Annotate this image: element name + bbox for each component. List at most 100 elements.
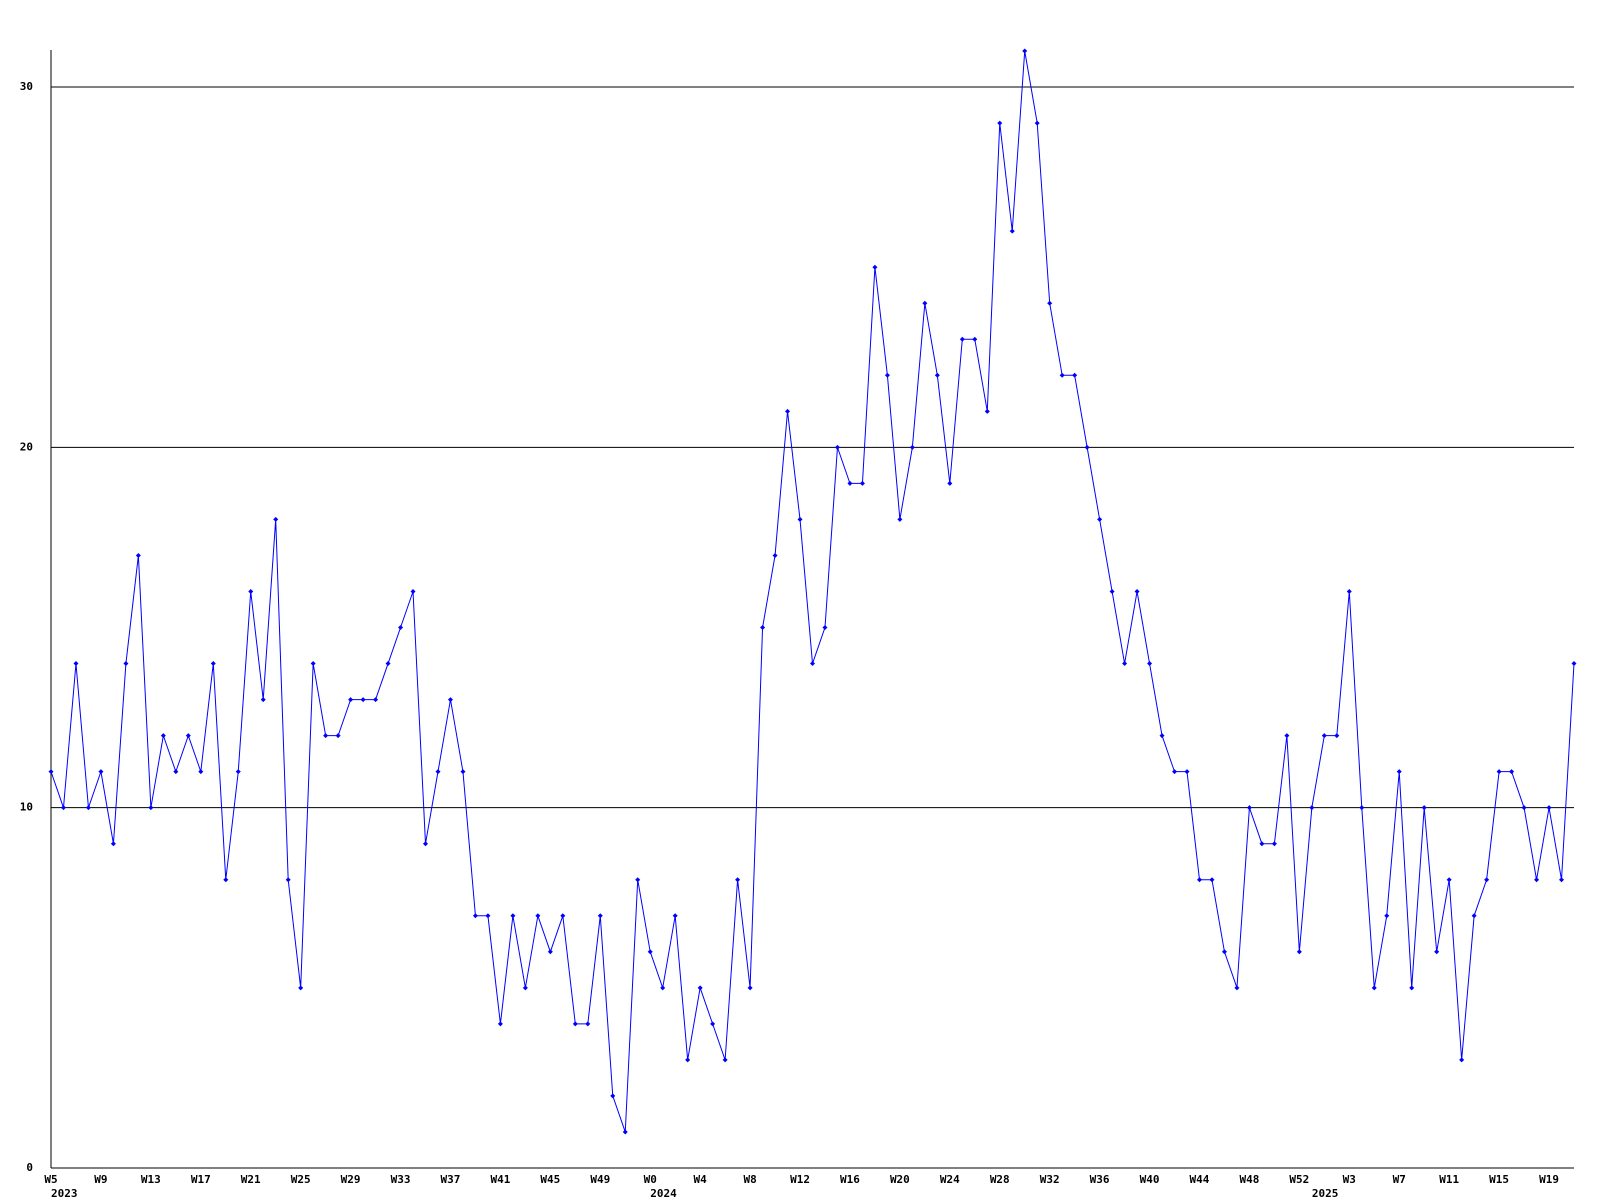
point-marker [110,841,116,847]
x-year-label: 2023 [51,1187,78,1200]
point-marker [285,877,291,883]
point-marker [772,552,778,558]
point-marker [1446,877,1452,883]
point-marker [535,913,541,919]
point-marker [1009,228,1015,234]
x-tick-label: W28 [990,1173,1010,1186]
point-marker [435,769,441,775]
point-marker [148,805,154,811]
point-marker [1334,733,1340,739]
point-marker [560,913,566,919]
point-marker [1022,48,1028,54]
point-marker [722,1057,728,1063]
point-marker [235,769,241,775]
point-marker [1184,769,1190,775]
point-marker [323,733,329,739]
point-marker [1221,949,1227,955]
point-marker [73,661,79,667]
x-tick-label: W20 [890,1173,910,1186]
point-marker [1059,372,1065,378]
point-marker [460,769,466,775]
point-marker [1471,913,1477,919]
point-marker [710,1021,716,1027]
point-marker [1309,805,1315,811]
point-marker [497,1021,503,1027]
point-marker [160,733,166,739]
point-marker [760,625,766,631]
x-tick-label: W5 [44,1173,57,1186]
point-marker [585,1021,591,1027]
point-marker [173,769,179,775]
point-marker [423,841,429,847]
point-marker [1072,372,1078,378]
y-tick-label: 0 [26,1161,33,1174]
point-marker [385,661,391,667]
x-tick-label: W33 [391,1173,411,1186]
point-marker [1409,985,1415,991]
point-marker [1534,877,1540,883]
point-marker [210,661,216,667]
point-marker [48,769,54,775]
x-tick-label: W4 [694,1173,708,1186]
point-marker [1296,949,1302,955]
point-marker [897,516,903,522]
x-tick-label: W15 [1489,1173,1509,1186]
point-marker [1459,1057,1465,1063]
x-tick-label: W25 [291,1173,311,1186]
point-marker [822,625,828,631]
x-tick-label: W21 [241,1173,261,1186]
point-marker [348,697,354,703]
point-marker [1321,733,1327,739]
point-marker [735,877,741,883]
x-tick-label: W44 [1190,1173,1210,1186]
point-marker [572,1021,578,1027]
point-marker [298,985,304,991]
x-year-label: 2025 [1312,1187,1339,1200]
point-marker [859,480,865,486]
x-tick-label: W13 [141,1173,161,1186]
point-marker [1209,877,1215,883]
point-marker [997,120,1003,126]
point-marker [248,588,254,594]
point-marker [610,1093,616,1099]
y-tick-label: 30 [20,80,33,93]
x-tick-label: W17 [191,1173,211,1186]
point-marker [1521,805,1527,811]
x-tick-label: W36 [1090,1173,1110,1186]
point-marker [959,336,965,342]
point-marker [1434,949,1440,955]
point-marker [360,697,366,703]
point-marker [797,516,803,522]
point-marker [1097,516,1103,522]
point-marker [1509,769,1515,775]
point-marker [1034,120,1040,126]
point-marker [1196,877,1202,883]
series-line [50,50,1575,1133]
x-tick-label: W37 [441,1173,461,1186]
point-marker [472,913,478,919]
point-marker [1571,661,1577,667]
x-tick-label: W16 [840,1173,860,1186]
point-marker [123,661,129,667]
point-marker [1546,805,1552,811]
x-tick-label: W3 [1343,1173,1356,1186]
point-marker [135,552,141,558]
point-marker [685,1057,691,1063]
point-marker [810,661,815,667]
x-tick-label: W11 [1439,1173,1459,1186]
point-marker [1271,841,1277,847]
point-marker [635,877,641,883]
point-marker [972,336,978,342]
x-tick-label: W49 [590,1173,610,1186]
point-marker [1384,913,1390,919]
point-marker [1234,985,1240,991]
point-marker [1122,661,1128,667]
point-marker [335,733,341,739]
point-marker [1147,661,1153,667]
point-marker [522,985,528,991]
point-marker [1421,805,1427,811]
point-marker [1284,733,1290,739]
point-marker [1159,733,1165,739]
point-marker [1084,444,1090,450]
